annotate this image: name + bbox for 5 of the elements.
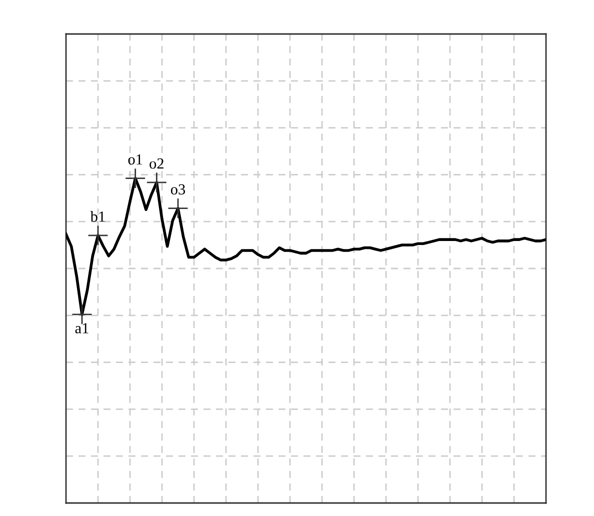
- annotation: o1: [128, 154, 142, 165]
- annotation: a1: [75, 323, 88, 334]
- annotation: b1: [90, 211, 105, 222]
- annotation: o2: [150, 158, 164, 169]
- annotation: o3: [170, 184, 186, 195]
